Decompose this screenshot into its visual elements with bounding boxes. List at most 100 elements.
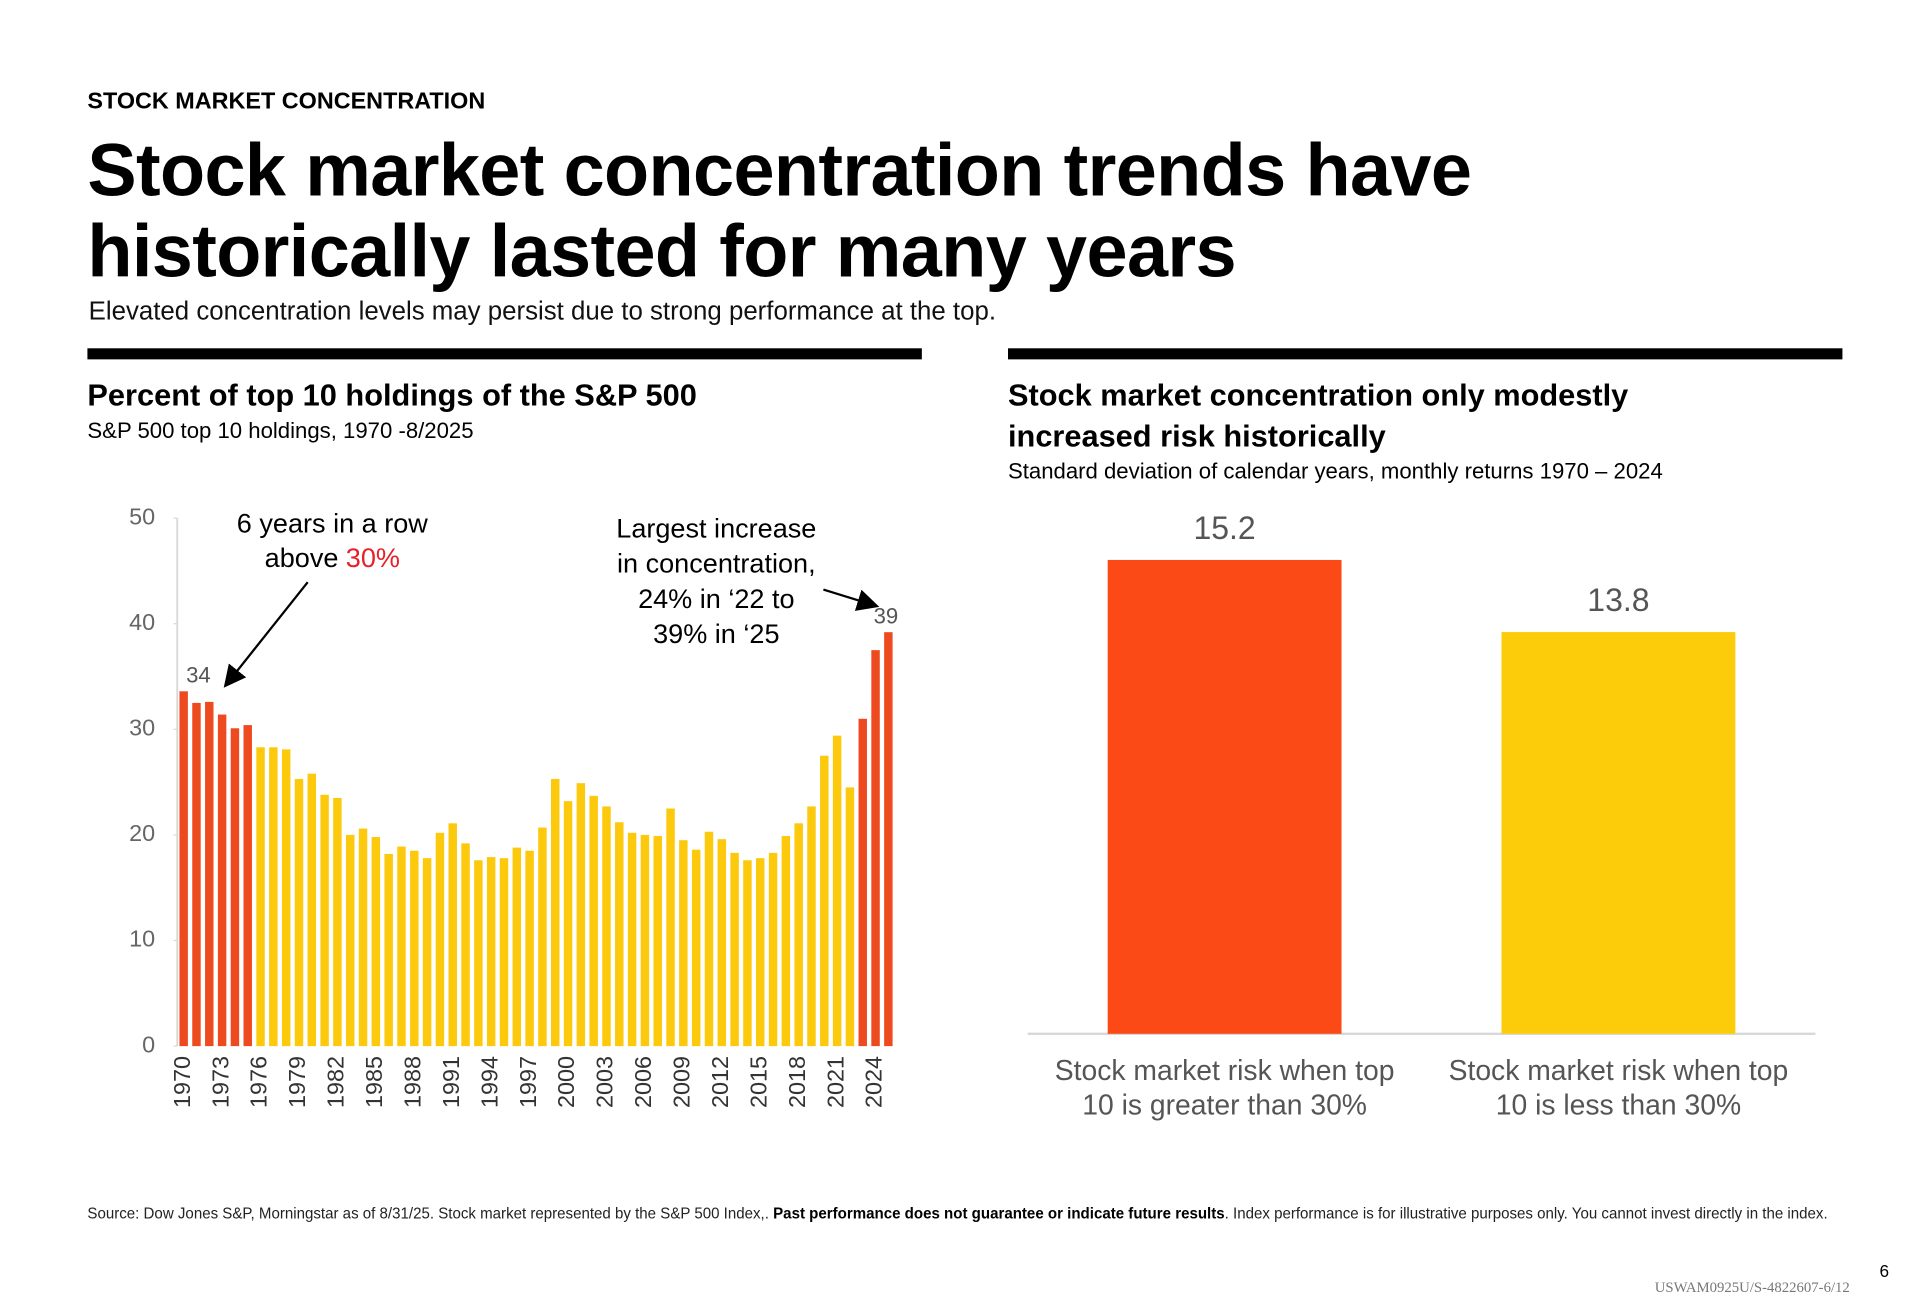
y-tick-label: 40: [129, 609, 155, 635]
bar: [576, 783, 586, 1047]
bar: [346, 834, 355, 1047]
chart-title: Stock market concentration only modestly: [1008, 378, 1628, 413]
x-tick-label: 1982: [323, 1056, 349, 1108]
bar: [397, 846, 406, 1047]
bar: [435, 832, 445, 1047]
x-tick-label: 2012: [707, 1056, 733, 1108]
bar: [756, 858, 765, 1047]
annotation-part: above: [265, 542, 339, 573]
annotation-highlight: 30%: [346, 542, 400, 573]
bar: [333, 797, 342, 1047]
bar: [832, 735, 842, 1047]
bar: [589, 795, 598, 1047]
value-label: 39: [874, 603, 899, 628]
bar: [666, 808, 675, 1047]
bar: [858, 718, 867, 1047]
bar: [807, 806, 816, 1047]
y-tick-label: 50: [129, 503, 155, 529]
x-tick-label: 1973: [207, 1056, 233, 1108]
source-part: Past performance does not guarantee or i…: [773, 1206, 1225, 1223]
bar: [499, 858, 509, 1047]
bar: [551, 778, 560, 1047]
bar: [730, 852, 739, 1047]
x-tick-label: 2006: [630, 1056, 656, 1108]
bar: [281, 749, 291, 1047]
source-part: Source: Dow Jones S&P, Morningstar as of…: [87, 1206, 773, 1223]
bar: [679, 840, 688, 1047]
x-tick-label: 1976: [246, 1056, 272, 1108]
arrow: [223, 581, 309, 688]
bar: [474, 860, 483, 1047]
x-tick-label: 1979: [284, 1056, 310, 1108]
x-tick-label: 1985: [361, 1056, 387, 1108]
value-label: 15.2: [1193, 510, 1255, 546]
bar: [884, 632, 893, 1047]
bar: [256, 747, 265, 1047]
bar: [486, 857, 496, 1047]
bar: [422, 858, 432, 1047]
bar: [217, 714, 227, 1047]
source: Source: Dow Jones S&P, Morningstar as of…: [87, 1206, 1827, 1223]
bar: [192, 702, 201, 1047]
y-tick-label: 30: [129, 715, 155, 741]
annotation: 6 years in a row: [237, 508, 428, 539]
value-label: 13.8: [1587, 582, 1649, 618]
source-part: . Index performance is for illustrative …: [1225, 1206, 1828, 1223]
bar: [371, 837, 381, 1047]
title-line: historically lasted for many years: [87, 210, 1236, 293]
value-label: 34: [186, 662, 211, 687]
bar: [243, 725, 252, 1047]
bar: [358, 828, 368, 1047]
x-tick-label: 2024: [861, 1056, 887, 1108]
annotation: Largest increase: [616, 513, 816, 544]
doc-code: USWAM0925U/S-4822607-6/12: [1655, 1280, 1850, 1296]
arrow: [823, 588, 880, 611]
chart-subtitle: S&P 500 top 10 holdings, 1970 -8/2025: [87, 418, 473, 443]
bar: [781, 835, 791, 1047]
x-tick-label: 1988: [399, 1056, 425, 1108]
x-tick-label: Stock market risk when top 10 is less tha…: [1449, 1055, 1789, 1121]
bar: [640, 834, 650, 1047]
bar: [794, 823, 803, 1047]
bar: [743, 860, 752, 1047]
annotation: above 30%: [265, 542, 400, 573]
divider: [87, 348, 922, 360]
y-tick-label: 0: [142, 1031, 155, 1057]
bar: [1501, 632, 1736, 1034]
chart-title: increased risk historically: [1008, 418, 1386, 453]
bar: [871, 650, 880, 1047]
page-number: 6: [1879, 1261, 1889, 1281]
bar: [653, 835, 662, 1047]
chart-title: Percent of top 10 holdings of the S&P 50…: [87, 378, 696, 413]
x-tick-label: 2000: [553, 1056, 579, 1108]
bar: [525, 850, 534, 1047]
bar: [717, 839, 727, 1047]
chart-subtitle: Standard deviation of calendar years, mo…: [1008, 458, 1663, 483]
bar: [704, 831, 714, 1047]
bar: [538, 827, 547, 1047]
bar: [384, 853, 393, 1047]
bar: [410, 850, 419, 1047]
bar: [627, 832, 637, 1047]
bar: [691, 849, 701, 1047]
x-tick-label: 2018: [784, 1056, 810, 1108]
bar: [230, 728, 240, 1047]
bar: [205, 701, 214, 1047]
bar: [294, 778, 304, 1047]
annotation: 39% in ‘25: [653, 618, 779, 649]
bar: [448, 823, 457, 1047]
bar: [320, 794, 329, 1047]
x-tick-label: 2015: [745, 1056, 771, 1108]
eyebrow: STOCK MARKET CONCENTRATION: [87, 87, 485, 113]
bar: [1107, 559, 1342, 1034]
y-tick-label: 10: [129, 926, 155, 952]
bar: [563, 801, 573, 1047]
bar: [461, 843, 470, 1047]
bar: [820, 755, 829, 1047]
title-line: Stock market concentration trends have: [87, 128, 1471, 211]
bar: [615, 822, 624, 1047]
x-tick-label: 2009: [669, 1056, 695, 1108]
bar: [179, 691, 188, 1047]
